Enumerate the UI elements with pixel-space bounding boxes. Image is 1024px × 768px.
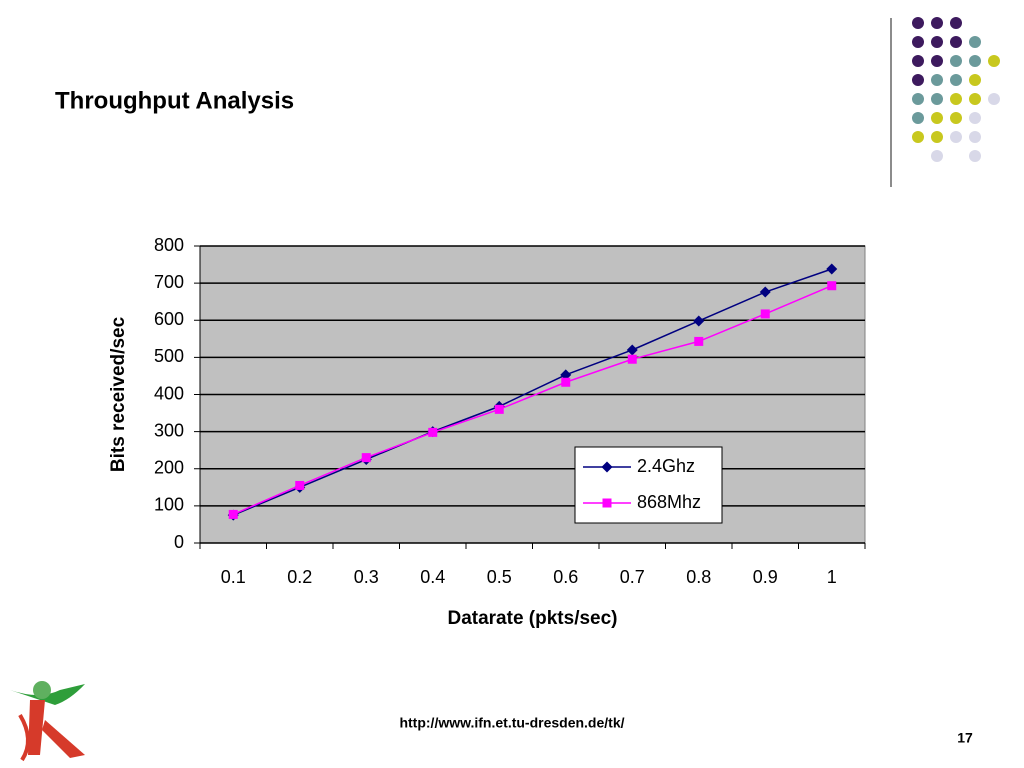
- marker-square: [561, 377, 571, 387]
- marker-diamond: [759, 286, 771, 298]
- marker-square: [228, 509, 238, 519]
- series-line: [232, 268, 832, 516]
- logo: [10, 681, 85, 762]
- marker-square: [295, 480, 305, 490]
- x-axis-label: Datarate (pkts/sec): [447, 608, 617, 629]
- marker-diamond: [626, 344, 638, 356]
- x-tick-label: 0.3: [354, 567, 379, 587]
- y-tick-label: 0: [174, 532, 184, 552]
- legend-label: 868Mhz: [637, 492, 701, 512]
- marker-square: [827, 281, 837, 291]
- legend-box: [574, 446, 723, 524]
- page-number: 17: [957, 730, 973, 746]
- y-tick-label: 300: [154, 420, 184, 440]
- x-tick-label: 0.1: [221, 567, 246, 587]
- y-tick-label: 600: [154, 309, 184, 329]
- footer-url: http://www.ifn.et.tu-dresden.de/tk/: [399, 715, 624, 731]
- y-tick-label: 700: [154, 272, 184, 292]
- x-tick-label: 1: [827, 567, 837, 587]
- slide-title: Throughput Analysis: [55, 87, 294, 114]
- marker-diamond: [826, 263, 838, 275]
- y-tick-label: 400: [154, 383, 184, 403]
- x-tick-label: 0.7: [620, 567, 645, 587]
- chart: 0 100 200 300 400 500 600 700 800 0.1 0.2 0.3 0.4 0.5…: [108, 235, 866, 629]
- marker-diamond: [560, 369, 572, 381]
- y-tick-label: 800: [154, 235, 184, 255]
- x-tick-label: 0.2: [287, 567, 312, 587]
- marker-square: [602, 498, 612, 508]
- x-tick-label: 0.4: [420, 567, 445, 587]
- series-line: [232, 285, 833, 516]
- y-axis-label: Bits received/sec: [108, 316, 129, 472]
- marker-diamond: [693, 315, 705, 327]
- x-tick-label: 0.9: [753, 567, 778, 587]
- marker-square: [694, 336, 704, 346]
- marker-diamond: [601, 461, 613, 473]
- x-tick-label: 0.6: [553, 567, 578, 587]
- marker-square: [494, 404, 504, 414]
- decoration-dots: [912, 17, 1000, 162]
- marker-square: [760, 309, 770, 319]
- legend-label: 2.4Ghz: [637, 456, 695, 476]
- y-tick-label: 100: [154, 495, 184, 515]
- marker-square: [627, 354, 637, 364]
- y-tick-label: 200: [154, 458, 184, 478]
- x-tick-label: 0.8: [686, 567, 711, 587]
- y-tick-label: 500: [154, 346, 184, 366]
- x-tick-label: 0.5: [487, 567, 512, 587]
- marker-square: [428, 427, 438, 437]
- marker-square: [361, 453, 371, 463]
